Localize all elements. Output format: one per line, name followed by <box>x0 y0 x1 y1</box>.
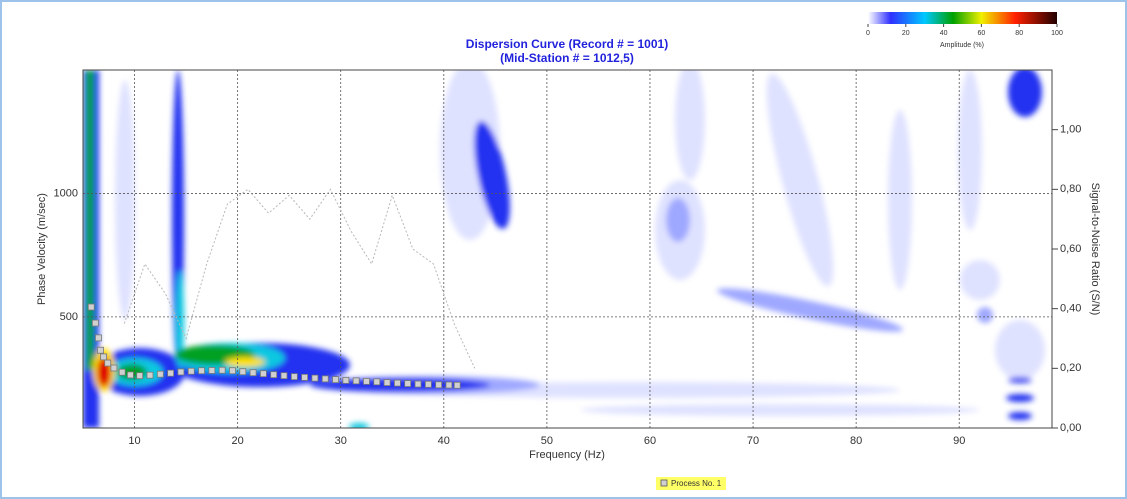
x-tick-label: 40 <box>438 435 450 447</box>
pick-point <box>208 367 216 374</box>
pick-point <box>259 370 267 378</box>
legend-swatch <box>660 479 668 487</box>
pick-point <box>424 380 432 388</box>
pick-point <box>332 376 339 384</box>
y2-axis-label: Signal-to-Noise Ratio (S/N) <box>1089 183 1101 316</box>
pick-point <box>177 368 185 376</box>
colorbar-tick-label: 80 <box>1015 30 1023 37</box>
colorbar-tick-label: 60 <box>978 30 986 37</box>
pick-point <box>311 374 319 382</box>
pick-point <box>198 367 205 375</box>
pick-point <box>445 381 453 389</box>
chart-subtitle: (Mid-Station # = 1012,5) <box>500 51 634 65</box>
pick-point <box>91 319 99 327</box>
y2-tick-label: 0,60 <box>1060 243 1081 255</box>
y2-tick-label: 0,00 <box>1060 422 1081 434</box>
pick-point <box>352 377 360 385</box>
pick-point <box>118 368 126 376</box>
pick-point <box>87 303 95 311</box>
chart-title: Dispersion Curve (Record # = 1001) <box>466 37 668 51</box>
pick-point <box>218 366 226 374</box>
pick-point <box>104 359 112 367</box>
x-tick-label: 10 <box>128 435 140 447</box>
colorbar-tick-label: 100 <box>1051 30 1063 37</box>
y2-tick-label: 1,00 <box>1060 124 1081 136</box>
legend-box <box>656 477 726 490</box>
pick-point <box>187 367 195 375</box>
pick-point <box>280 372 288 380</box>
pick-point <box>95 334 102 342</box>
pick-point <box>301 373 309 381</box>
pick-point <box>404 380 412 387</box>
pick-point <box>110 364 118 372</box>
pick-point <box>146 371 154 379</box>
x-tick-label: 30 <box>335 435 347 447</box>
pick-point <box>270 371 278 379</box>
y-tick-label: 500 <box>60 311 78 323</box>
pick-point <box>321 375 329 383</box>
colorbar-tick-label: 0 <box>866 30 870 37</box>
pick-point <box>239 368 247 376</box>
pick-point <box>373 378 381 386</box>
axes <box>83 70 1052 428</box>
y2-tick-label: 0,20 <box>1060 362 1081 374</box>
pick-point <box>127 371 134 379</box>
pick-point <box>414 380 422 388</box>
x-tick-label: 90 <box>953 435 965 447</box>
x-tick-label: 50 <box>541 435 553 447</box>
pick-point <box>100 353 108 361</box>
pick-point <box>435 381 443 389</box>
pick-point <box>249 369 257 377</box>
pick-point <box>453 381 461 389</box>
pick-point <box>136 372 144 380</box>
y-tick-label: 1000 <box>54 187 78 199</box>
pick-point <box>290 373 298 381</box>
x-tick-label: 60 <box>644 435 656 447</box>
pick-point <box>383 379 391 386</box>
pick-point <box>342 376 350 384</box>
x-tick-label: 80 <box>850 435 862 447</box>
pick-point <box>229 367 236 375</box>
colorbar <box>868 12 1057 24</box>
legend-label: Process No. 1 <box>671 479 722 488</box>
pick-point <box>167 369 175 377</box>
pick-point <box>363 377 370 385</box>
x-tick-label: 70 <box>747 435 759 447</box>
pick-point <box>156 370 164 378</box>
y2-tick-label: 0,80 <box>1060 183 1081 195</box>
pick-point <box>394 379 401 387</box>
pick-point <box>97 346 104 354</box>
x-tick-label: 20 <box>232 435 244 447</box>
y-axis-label: Phase Velocity (m/sec) <box>36 193 48 305</box>
snr-line <box>123 188 476 369</box>
colorbar-label: Amplitude (%) <box>940 42 984 49</box>
colorbar-tick-label: 40 <box>940 30 948 37</box>
y2-tick-label: 0,40 <box>1060 303 1081 315</box>
x-axis-label: Frequency (Hz) <box>529 449 605 461</box>
colorbar-tick-label: 20 <box>902 30 910 37</box>
